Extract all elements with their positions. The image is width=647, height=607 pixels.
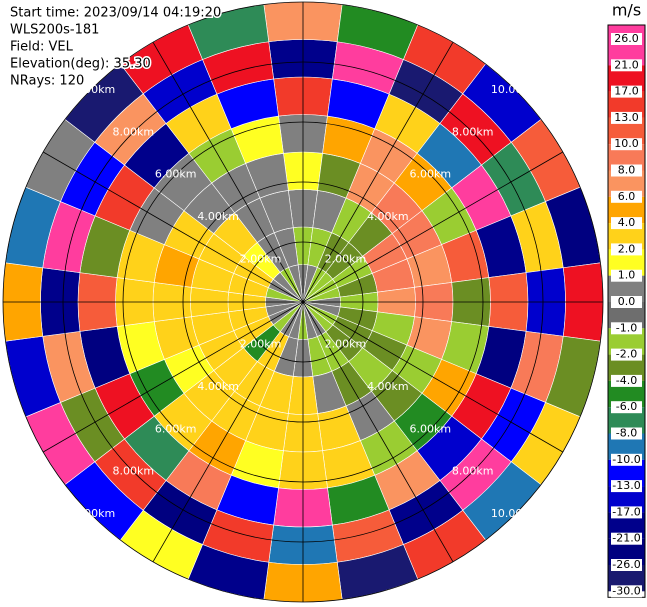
colorbar-tick-label: 10.0 (614, 137, 639, 150)
colorbar-tick-label: -21.0 (612, 532, 640, 545)
ring-label: 4.00km (197, 380, 239, 393)
range-ring (2, 1, 604, 603)
tick-box (611, 190, 642, 203)
tick-box (611, 532, 642, 545)
colorbar-tick-label: 2.0 (618, 242, 636, 255)
colorbar-tick-label: -4.0 (616, 374, 637, 387)
ring-label: 8.00km (452, 465, 494, 478)
tick-box (611, 217, 642, 230)
colorbar-tick-label: -26.0 (612, 558, 640, 571)
ring-label: 2.00km (240, 337, 282, 350)
ppi-plot: 2.00km 2.00km 2.00km 2.00km 4.00km 4.00km 4.00… (2, 1, 604, 603)
tick-box (611, 401, 642, 414)
annotations: Start time: 2023/09/14 04:19:20 WLS200s-1… (9, 4, 223, 90)
ring-label: 8.00km (113, 125, 155, 138)
annotation: Field: VEL (10, 40, 74, 55)
colorbar-tick-label: 8.0 (618, 164, 636, 177)
ring-label: 10.00km (491, 83, 540, 96)
ring-label: 6.00km (155, 422, 197, 435)
ring-label: 6.00km (409, 422, 451, 435)
annotation: Elevation(deg): 35.30 (10, 57, 151, 72)
colorbar-tick-label: 6.0 (618, 190, 636, 203)
colorbar-tick-label: -30.0 (612, 584, 640, 597)
colorbar-tick-label: 1.0 (618, 269, 636, 282)
colorbar-tick-label: -1.0 (616, 321, 637, 334)
ring-label: 10.00km (67, 83, 116, 96)
tick-box (611, 85, 642, 98)
tick-box (611, 243, 642, 256)
ring-label: 4.00km (197, 210, 239, 223)
tick-box (611, 269, 642, 282)
tick-box (611, 559, 642, 571)
tick-box (611, 296, 642, 308)
colorbar-tick-label: -6.0 (616, 400, 637, 413)
tick-box (611, 480, 642, 493)
tick-box (611, 374, 642, 387)
annotation: Start time: 2023/09/14 04:19:20 (10, 6, 221, 21)
ring-label: 2.00km (240, 253, 282, 266)
tick-box (611, 506, 642, 519)
ring-label: 2.00km (325, 253, 367, 266)
annotation: NRays: 120 (10, 74, 84, 89)
ring-label: 4.00km (367, 210, 409, 223)
colorbar-tick-label: 26.0 (614, 32, 639, 45)
colorbar-tick-label: 17.0 (614, 85, 639, 98)
colorbar-tick-label: -13.0 (612, 479, 640, 492)
tick-box (611, 111, 642, 124)
spoke (152, 41, 454, 563)
tick-box (611, 59, 642, 72)
tick-box (611, 164, 642, 177)
ring-label: 8.00km (113, 465, 155, 478)
colorbar-tick-label: -17.0 (612, 505, 640, 518)
range-ring (182, 181, 424, 423)
tick-box (611, 33, 642, 45)
colorbar-tick-label: 4.0 (618, 216, 636, 229)
ring-label: 6.00km (155, 168, 197, 181)
tick-box (611, 348, 642, 361)
colorbar-tick-label: 0.0 (618, 295, 636, 308)
ring-label: 6.00km (409, 168, 451, 181)
colorbar: m/s 26.0 21.0 17.0 13.0 10.0 8.0 6.0 4.0 2.0 1.0 0.… (607, 1, 646, 598)
tick-box (611, 138, 642, 151)
range-ring (122, 121, 484, 483)
colorbar-tick-label: -10.0 (612, 453, 640, 466)
tick-box (611, 427, 642, 440)
ring-label: 8.00km (452, 125, 494, 138)
colorbar-tick-label: -2.0 (616, 348, 637, 361)
ring-label: 10.00km (67, 507, 116, 520)
annotation: WLS200s-181 (10, 23, 99, 38)
tick-box (611, 322, 642, 335)
ring-label: 4.00km (367, 380, 409, 393)
ring-label: 2.00km (325, 337, 367, 350)
colorbar-label: m/s (612, 1, 641, 20)
colorbar-tick-label: 21.0 (614, 58, 639, 71)
colorbar-tick-label: -8.0 (616, 427, 637, 440)
tick-box (611, 585, 642, 598)
ring-label: 10.00km (491, 507, 540, 520)
range-ring (242, 241, 364, 363)
tick-box (611, 453, 642, 466)
colorbar-tick-label: 13.0 (614, 111, 639, 124)
range-ring (62, 61, 544, 543)
